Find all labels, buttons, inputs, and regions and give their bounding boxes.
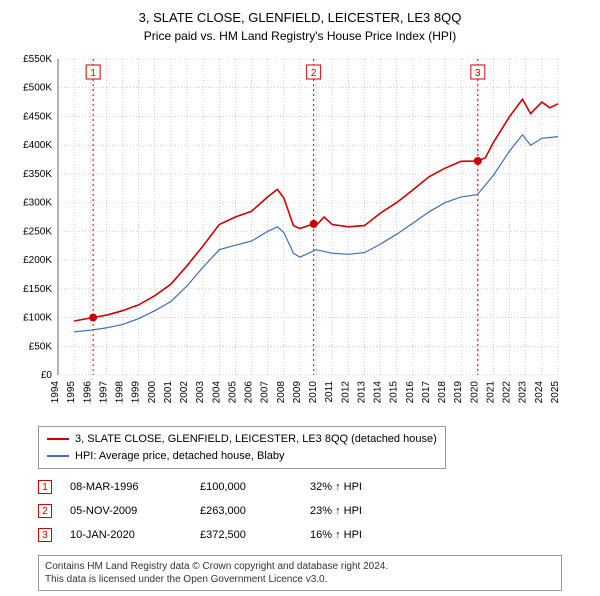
svg-text:£250K: £250K [23,226,52,237]
transaction-row: 1 08-MAR-1996£100,00032% ↑ HPI [38,475,562,499]
svg-text:2019: 2019 [453,381,464,404]
footer-line: This data is licensed under the Open Gov… [45,573,555,586]
svg-text:2008: 2008 [276,381,287,404]
line-chart-svg: £0 £50K £100K £150K £200K £250K £300K £350K £400… [10,53,570,413]
legend-label: HPI: Average price, detached house, Blab… [75,448,285,465]
svg-text:2005: 2005 [227,381,238,404]
svg-text:2011: 2011 [324,381,335,403]
svg-text:£450K: £450K [23,111,52,122]
svg-text:2010: 2010 [308,381,319,404]
transaction-delta: 23% ↑ HPI [310,505,410,517]
transaction-price: £372,500 [200,529,310,541]
svg-text:2: 2 [311,68,317,79]
svg-text:2009: 2009 [292,381,303,404]
svg-text:1994: 1994 [50,381,61,404]
legend-swatch [47,438,69,440]
svg-text:1998: 1998 [115,381,126,404]
transaction-row: 3 10-JAN-2020£372,50016% ↑ HPI [38,523,562,547]
svg-text:2004: 2004 [211,381,222,404]
svg-text:2025: 2025 [550,381,561,404]
transaction-date: 08-MAR-1996 [70,481,200,493]
legend-item: HPI: Average price, detached house, Blab… [47,448,437,465]
legend-swatch [47,455,69,457]
transaction-price: £263,000 [200,505,310,517]
chart-container: 3, SLATE CLOSE, GLENFIELD, LEICESTER, LE… [0,0,600,596]
svg-text:2014: 2014 [373,381,384,404]
svg-text:2012: 2012 [340,381,351,404]
svg-text:1: 1 [90,68,96,79]
legend: 3, SLATE CLOSE, GLENFIELD, LEICESTER, LE… [38,426,446,469]
svg-text:£350K: £350K [23,169,52,180]
svg-text:1996: 1996 [82,381,93,404]
svg-text:£50K: £50K [29,341,53,352]
svg-text:£150K: £150K [23,284,52,295]
svg-text:2022: 2022 [502,381,513,404]
attribution-footer: Contains HM Land Registry data © Crown c… [38,555,562,591]
transaction-row: 2 05-NOV-2009£263,00023% ↑ HPI [38,499,562,523]
transaction-marker: 2 [38,504,52,518]
svg-text:2013: 2013 [356,381,367,404]
chart-title: 3, SLATE CLOSE, GLENFIELD, LEICESTER, LE… [10,10,590,25]
footer-line: Contains HM Land Registry data © Crown c… [45,560,555,573]
svg-text:£550K: £550K [23,54,52,65]
svg-text:£100K: £100K [23,313,52,324]
transaction-marker: 3 [38,528,52,542]
svg-text:1999: 1999 [131,381,142,404]
legend-item: 3, SLATE CLOSE, GLENFIELD, LEICESTER, LE… [47,431,437,448]
svg-text:2002: 2002 [179,381,190,404]
chart-plot: £0 £50K £100K £150K £200K £250K £300K £350K £400… [10,53,590,418]
svg-text:£0: £0 [41,370,53,381]
transaction-delta: 16% ↑ HPI [310,529,410,541]
svg-text:2006: 2006 [244,381,255,404]
transaction-date: 05-NOV-2009 [70,505,200,517]
svg-text:2023: 2023 [518,381,529,404]
transaction-delta: 32% ↑ HPI [310,481,410,493]
svg-text:2021: 2021 [485,381,496,404]
svg-text:£200K: £200K [23,255,52,266]
svg-text:2020: 2020 [469,381,480,404]
transaction-price: £100,000 [200,481,310,493]
svg-text:£500K: £500K [23,83,52,94]
svg-text:£400K: £400K [23,140,52,151]
transaction-marker: 1 [38,480,52,494]
chart-subtitle: Price paid vs. HM Land Registry's House … [10,29,590,43]
svg-text:3: 3 [475,68,481,79]
svg-text:2001: 2001 [163,381,174,404]
svg-text:2017: 2017 [421,381,432,404]
svg-text:1997: 1997 [98,381,109,404]
svg-text:2024: 2024 [534,381,545,404]
legend-label: 3, SLATE CLOSE, GLENFIELD, LEICESTER, LE… [75,431,437,448]
transaction-table: 1 08-MAR-1996£100,00032% ↑ HPI 2 05-NOV-200… [38,475,562,547]
svg-text:2000: 2000 [147,381,158,404]
svg-text:£300K: £300K [23,198,52,209]
transaction-date: 10-JAN-2020 [70,529,200,541]
svg-text:2018: 2018 [437,381,448,404]
svg-text:1995: 1995 [66,381,77,404]
svg-text:2003: 2003 [195,381,206,404]
svg-text:2015: 2015 [389,381,400,404]
svg-text:2007: 2007 [260,381,271,404]
svg-text:2016: 2016 [405,381,416,404]
